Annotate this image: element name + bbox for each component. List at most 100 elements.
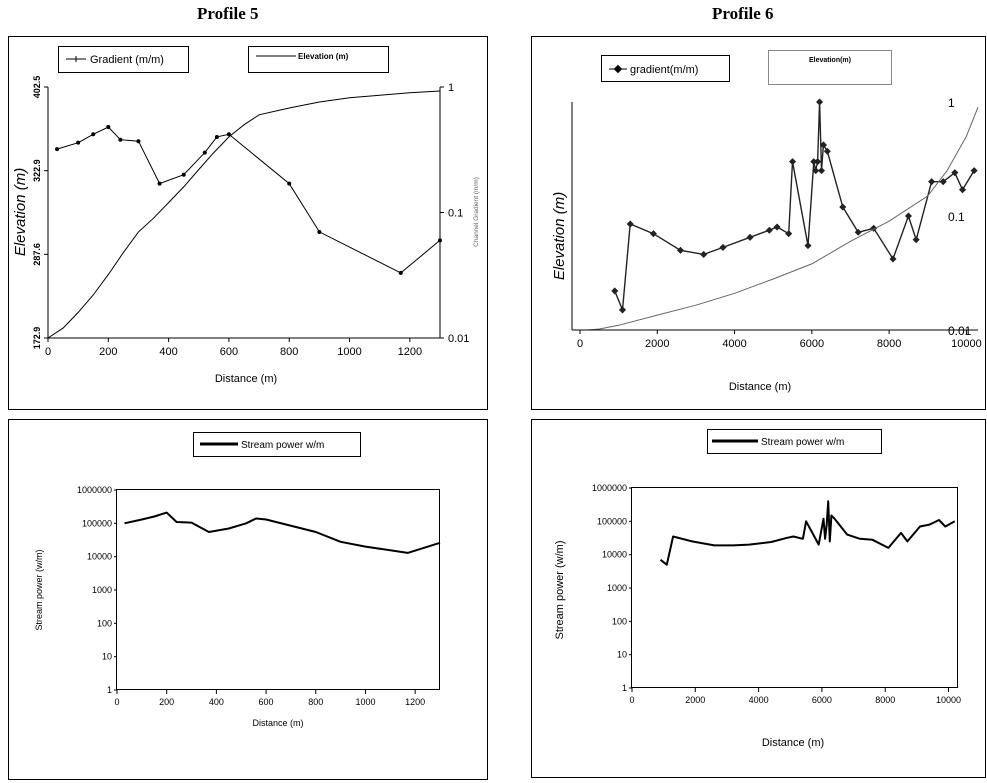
p5s-xtick-label-1: 200 <box>159 697 174 707</box>
p6p-gradient-point-15 <box>814 158 822 166</box>
p6s-ytick-label-6: 1000000 <box>592 483 627 493</box>
p6p-x-axis-label: Distance (m) <box>729 381 791 393</box>
p6s-ytick-label-4: 10000 <box>602 550 627 560</box>
p5p-gradient-point-4 <box>118 137 123 142</box>
p6p-gradient-point-3 <box>649 230 657 238</box>
p6s-series-line <box>659 500 956 566</box>
chart-p6-stream: 0 2000 4000 6000 8000 10000 1 10 100 1000 10000 10… <box>554 429 961 749</box>
p5p-xtick-label-0: 0 <box>45 346 51 358</box>
chart-p5-stream: 0 200 400 600 800 1000 1200 1 10 100 1000 10000 100… <box>34 432 441 728</box>
p5p-series-gradient-line <box>56 126 441 274</box>
p5s-plot-frame <box>116 489 440 690</box>
p5p-yright-tick-label-0: 0.01 <box>448 333 469 345</box>
p6p-gradient-point-16 <box>816 98 824 106</box>
p6p-gradient-point-7 <box>746 233 754 241</box>
p5p-gradient-point-13 <box>398 270 403 275</box>
p5p-legend-elevation-box <box>248 46 389 73</box>
p5p-yleft-tick-label-0: 172.9 <box>32 327 42 350</box>
p5p-y-left-label: Elevation (m) <box>12 168 29 256</box>
p6p-gradient-point-19 <box>823 147 831 155</box>
p6p-gradient-point-28 <box>951 169 959 177</box>
p6s-ytick-label-1: 10 <box>617 650 627 660</box>
p5s-ytick-label-5: 100000 <box>82 518 112 528</box>
p5p-gradient-point-10 <box>226 132 231 137</box>
p6p-gradient-point-24 <box>904 212 912 220</box>
p5s-series-line <box>124 511 441 554</box>
p6p-yright-tick-label-1: 0.1 <box>948 210 965 224</box>
p6p-xtick-label-3: 6000 <box>800 338 824 350</box>
p6p-gradient-point-9 <box>773 223 781 231</box>
p6p-gradient-point-23 <box>889 255 897 263</box>
p6s-xtick-label-2: 4000 <box>749 695 769 705</box>
p6s-ytick-label-2: 100 <box>612 616 627 626</box>
p6s-ytick-label-3: 1000 <box>607 583 627 593</box>
p5s-xtick-label-0: 0 <box>114 697 119 707</box>
p6p-gradient-point-5 <box>700 250 708 258</box>
p5s-ytick-label-2: 100 <box>97 618 112 628</box>
p5s-y-axis-label: Stream power (w/m) <box>34 549 44 630</box>
profile-5-title: Profile 5 <box>197 4 259 23</box>
p6p-series-gradient-line <box>614 101 975 311</box>
p6p-gradient-point-13 <box>810 158 818 166</box>
p6p-yright-tick-label-0: 0.01 <box>948 324 972 338</box>
p6p-xtick-label-4: 8000 <box>877 338 901 350</box>
panel-frame-stream-5 <box>8 419 488 780</box>
p6p-series-elevation-line <box>587 107 979 331</box>
panel-frame-stream-6 <box>531 419 986 778</box>
p6p-yright-tick-label-2: 1 <box>948 96 955 110</box>
p5p-xtick-label-4: 800 <box>280 346 298 358</box>
p5p-yright-tick-label-2: 1 <box>448 82 454 94</box>
p5s-xtick-label-4: 800 <box>308 697 323 707</box>
p6p-gradient-point-21 <box>854 228 862 236</box>
p6p-gradient-point-18 <box>819 141 827 149</box>
p5p-yleft-tick-label-3: 402.5 <box>32 76 42 99</box>
p5s-ytick-label-6: 1000000 <box>77 485 112 495</box>
p6p-gradient-point-25 <box>912 236 920 244</box>
p5p-yleft-tick-label-1: 287.6 <box>32 243 42 266</box>
p6s-xtick-label-5: 10000 <box>936 695 961 705</box>
p5s-ytick-label-0: 1 <box>107 685 112 695</box>
chart-p5-profile: 0 200 400 600 800 1000 1200 172.9 287.6 322.9 402… <box>12 46 480 385</box>
p6s-ytick-label-0: 1 <box>622 683 627 693</box>
p6p-gradient-point-1 <box>618 306 627 314</box>
p5p-gradient-point-5 <box>136 139 141 144</box>
p5p-gradient-point-12 <box>317 229 322 234</box>
p5p-gradient-point-11 <box>287 181 292 186</box>
p6p-legend-gradient-label: gradient(m/m) <box>630 64 698 76</box>
p6p-gradient-point-20 <box>839 203 847 211</box>
p6s-y-axis-label: Stream power (w/m) <box>554 540 566 639</box>
p6s-legend-label: Stream power w/m <box>761 437 844 448</box>
p5s-xtick-label-5: 1000 <box>355 697 375 707</box>
p5p-yright-tick-label-1: 0.1 <box>448 208 463 220</box>
p6s-xtick-label-3: 6000 <box>812 695 832 705</box>
p6s-xtick-label-1: 2000 <box>685 695 705 705</box>
p5s-legend-label: Stream power w/m <box>241 440 324 451</box>
p6p-legend-elevation-box <box>768 50 892 85</box>
profile-6-title: Profile 6 <box>712 4 774 23</box>
p5p-xtick-label-1: 200 <box>99 346 117 358</box>
p6p-gradient-point-17 <box>817 167 826 175</box>
p5p-xtick-label-6: 1200 <box>398 346 422 358</box>
panel-frame-profile-6 <box>531 36 986 410</box>
p5s-xtick-label-3: 600 <box>259 697 274 707</box>
p5p-gradient-point-2 <box>91 132 96 137</box>
p6p-gradient-point-8 <box>765 226 773 234</box>
p6p-gradient-point-26 <box>928 178 936 186</box>
p5p-gradient-point-7 <box>181 172 186 177</box>
p5p-gradient-point-0 <box>55 147 60 152</box>
p5p-legend-gradient-label: Gradient (m/m) <box>90 54 164 66</box>
p5s-ytick-label-4: 10000 <box>87 552 112 562</box>
p6p-gradient-point-11 <box>788 158 797 166</box>
p6s-xtick-label-0: 0 <box>629 695 634 705</box>
p6p-legend-elevation-label: Elevation(m) <box>809 57 851 64</box>
p5p-gradient-point-6 <box>157 181 162 186</box>
p5p-x-axis-label: Distance (m) <box>215 373 277 385</box>
p5p-xtick-label-5: 1000 <box>337 346 361 358</box>
p5s-ytick-label-1: 10 <box>102 652 112 662</box>
p6p-gradient-point-6 <box>719 243 727 251</box>
p5p-series-elevation-line <box>47 90 441 339</box>
p6p-gradient-point-29 <box>959 186 967 194</box>
p5p-gradient-point-8 <box>202 150 207 155</box>
p6s-ytick-label-5: 100000 <box>597 516 627 526</box>
